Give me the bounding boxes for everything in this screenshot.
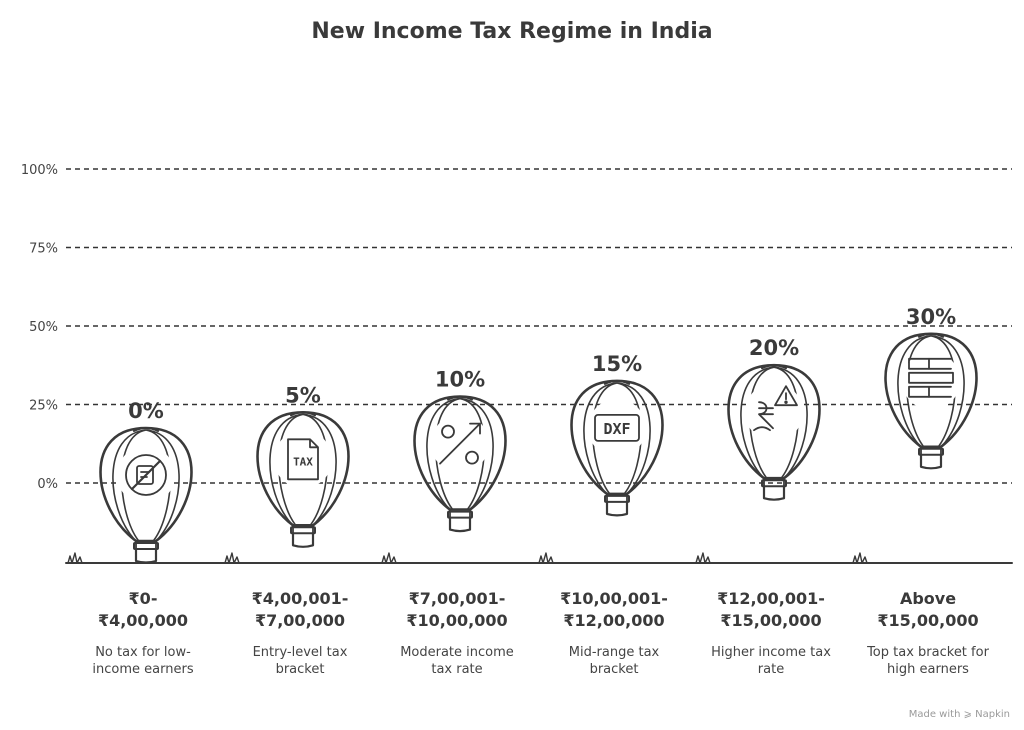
grass-tuft (224, 552, 240, 564)
icon-backdrop (588, 398, 646, 457)
rupee-warning-icon (753, 385, 798, 432)
balloon-basket (291, 532, 315, 548)
balloon-bar: 10% (413, 368, 507, 533)
grid-lines (66, 168, 1012, 484)
basket-rim (447, 510, 473, 519)
y-tick-label: 75% (29, 242, 58, 257)
svg-text:DXF: DXF (603, 420, 630, 438)
x-category-label: ₹12,00,001-₹15,00,000 (717, 589, 825, 630)
value-label: 10% (435, 368, 485, 392)
category-description: Mid-range tax bracket (569, 645, 660, 677)
grass-tuft (852, 552, 868, 564)
value-label: 0% (128, 399, 164, 423)
grass-tuft (538, 552, 554, 564)
y-tick-label: 25% (29, 399, 58, 414)
category-description: Top tax bracket for high earners (866, 645, 989, 677)
svg-text:TAX: TAX (293, 455, 313, 468)
basket-rim (604, 494, 630, 503)
grass-tuft (695, 552, 711, 564)
balloon-crown (133, 427, 159, 432)
basket-rim (133, 542, 159, 550)
napkin-credit: Made with ⩾ Napkin (909, 709, 1010, 720)
category-description: Entry-level tax bracket (253, 645, 348, 677)
balloon-crown (447, 395, 473, 401)
balloon-basket (134, 547, 158, 564)
ground-line (65, 552, 1013, 564)
balloon-crown (761, 364, 787, 370)
balloon-basket (919, 453, 943, 470)
balloon-envelope (256, 411, 350, 527)
balloon-envelope (99, 426, 193, 543)
balloon-envelope (884, 332, 978, 449)
balloon-bar: DXF 15% (570, 352, 664, 517)
value-label: 20% (749, 336, 799, 360)
chart-title: New Income Tax Regime in India (311, 19, 712, 44)
balloon-bar: 0% (99, 399, 193, 564)
icon-backdrop (902, 351, 960, 410)
grass-tuft (67, 552, 83, 564)
balloon-crown (604, 379, 630, 385)
x-category-label: Above ₹15,00,000 (877, 589, 978, 630)
balloon-crown (918, 332, 944, 338)
basket-rim (918, 447, 944, 456)
balloon-bar: 20% (727, 336, 821, 501)
balloon-bar: TAX 5% (256, 383, 350, 548)
y-tick-label: 100% (21, 163, 58, 178)
y-tick-label: 50% (29, 320, 58, 335)
tax-document-icon: TAX (287, 438, 319, 481)
basket-rim (290, 526, 316, 535)
icon-backdrop (745, 383, 803, 442)
no-tax-icon (125, 454, 167, 496)
value-label: 15% (592, 352, 642, 376)
x-category-label: ₹0-₹4,00,000 (98, 589, 188, 630)
y-tick-label: 0% (37, 477, 58, 492)
balloon-crown (290, 411, 316, 417)
basket-rim (761, 479, 787, 488)
bracket-bars-icon (908, 357, 954, 398)
balloon-bar: 30% (884, 305, 978, 470)
percentage-icon (439, 422, 481, 465)
x-category-label: ₹7,00,001-₹10,00,000 (406, 589, 507, 630)
balloon-basket (762, 485, 786, 501)
balloon-basket (448, 516, 472, 533)
category-description: Moderate income tax rate (400, 645, 514, 677)
grass-tuft (381, 552, 397, 564)
x-category-label: ₹10,00,001-₹12,00,000 (560, 589, 668, 630)
balloon-basket (605, 500, 629, 517)
balloon-envelope (413, 395, 507, 511)
x-category-label: ₹4,00,001-₹7,00,000 (252, 589, 349, 630)
value-label: 30% (906, 305, 956, 329)
category-labels: ₹0-₹4,00,000 No tax for low-income earner… (92, 589, 989, 677)
value-label: 5% (285, 383, 321, 407)
balloon-envelope (570, 379, 664, 496)
category-description: Higher income tax rate (711, 645, 831, 677)
balloons: 0% TAX 5% 10% DXF 15% 20% 30% (99, 305, 978, 564)
balloon-envelope (727, 363, 821, 480)
category-description: No tax for low-income earners (92, 645, 193, 677)
y-axis-ticks: 0% 25% 50% 75% 100% (21, 163, 58, 492)
dxf-file-icon: DXF (594, 413, 640, 442)
